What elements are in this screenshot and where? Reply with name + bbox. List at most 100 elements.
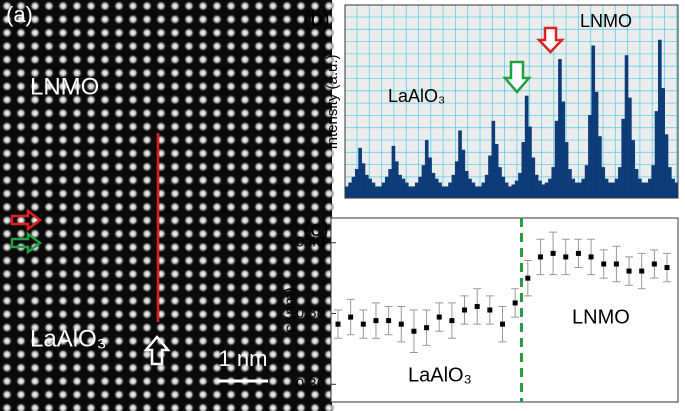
atom	[141, 174, 153, 186]
atom	[113, 322, 125, 334]
atom	[169, 94, 181, 106]
point	[462, 307, 468, 313]
bar	[504, 182, 509, 198]
atom	[211, 281, 223, 293]
atom	[57, 362, 69, 374]
atom	[1, 121, 13, 133]
atom	[15, 40, 27, 52]
bar	[454, 161, 459, 198]
atom	[127, 121, 139, 133]
atom	[29, 147, 41, 159]
atom	[211, 67, 223, 79]
atom	[1, 161, 13, 173]
bar	[404, 182, 409, 198]
atom	[155, 13, 167, 25]
bar	[654, 111, 659, 198]
atom	[99, 0, 111, 12]
point	[411, 328, 417, 334]
atom	[281, 255, 293, 267]
atom	[71, 255, 83, 267]
atom	[169, 161, 181, 173]
atom	[323, 67, 335, 79]
atom	[239, 27, 251, 39]
atom	[295, 389, 307, 401]
bar	[571, 178, 576, 198]
atom	[225, 362, 237, 374]
atom	[1, 147, 13, 159]
atom	[29, 27, 41, 39]
atom	[57, 40, 69, 52]
point	[575, 250, 581, 256]
atom	[267, 308, 279, 320]
point	[651, 261, 657, 267]
atom	[253, 201, 265, 213]
atom	[309, 174, 321, 186]
atom	[295, 134, 307, 146]
bar	[508, 186, 512, 198]
atom	[211, 335, 223, 347]
atom	[113, 13, 125, 25]
bar	[428, 157, 432, 198]
atom	[57, 268, 69, 280]
bar	[451, 174, 456, 198]
atom	[99, 402, 111, 411]
atom	[43, 335, 55, 347]
green-arrow	[502, 60, 532, 94]
atom	[267, 268, 279, 280]
atom	[71, 134, 83, 146]
atom	[239, 402, 251, 411]
atom	[225, 161, 237, 173]
atom	[267, 161, 279, 173]
atom	[239, 147, 251, 159]
atom	[113, 281, 125, 293]
atom	[43, 54, 55, 66]
atom	[253, 54, 265, 66]
atom	[141, 281, 153, 293]
atom	[1, 241, 13, 253]
atom	[183, 281, 195, 293]
atom	[253, 107, 265, 119]
atom	[141, 295, 153, 307]
atom	[99, 27, 111, 39]
atom	[183, 201, 195, 213]
atom	[295, 80, 307, 92]
atom	[99, 255, 111, 267]
atom	[169, 335, 181, 347]
bar	[598, 136, 602, 198]
atom	[225, 54, 237, 66]
atom	[183, 94, 195, 106]
atom	[253, 188, 265, 200]
atom	[15, 268, 27, 280]
atom-lattice	[1, 0, 335, 411]
atom	[99, 67, 111, 79]
bar	[414, 182, 419, 198]
atom	[253, 348, 265, 360]
white-arrow	[143, 335, 171, 366]
atom	[85, 13, 97, 25]
atom	[295, 147, 307, 159]
atom	[85, 228, 97, 240]
atom	[281, 228, 293, 240]
atom	[183, 348, 195, 360]
atom	[225, 268, 237, 280]
bar	[671, 178, 675, 198]
atom	[15, 174, 27, 186]
bar	[484, 174, 489, 198]
atom	[71, 348, 83, 360]
atom	[127, 201, 139, 213]
atom	[267, 54, 279, 66]
plot-frame	[344, 4, 679, 199]
atom	[113, 27, 125, 39]
atom	[295, 27, 307, 39]
y-tick-label: 0.40	[296, 234, 325, 251]
atom	[197, 161, 209, 173]
atom	[99, 228, 111, 240]
grid	[345, 5, 678, 198]
atom	[253, 335, 265, 347]
atom	[267, 107, 279, 119]
bar	[345, 186, 349, 198]
point	[613, 261, 619, 267]
atom	[57, 94, 69, 106]
y-axis-label: Intensity (a.u.)	[324, 54, 341, 149]
bar	[481, 182, 486, 198]
